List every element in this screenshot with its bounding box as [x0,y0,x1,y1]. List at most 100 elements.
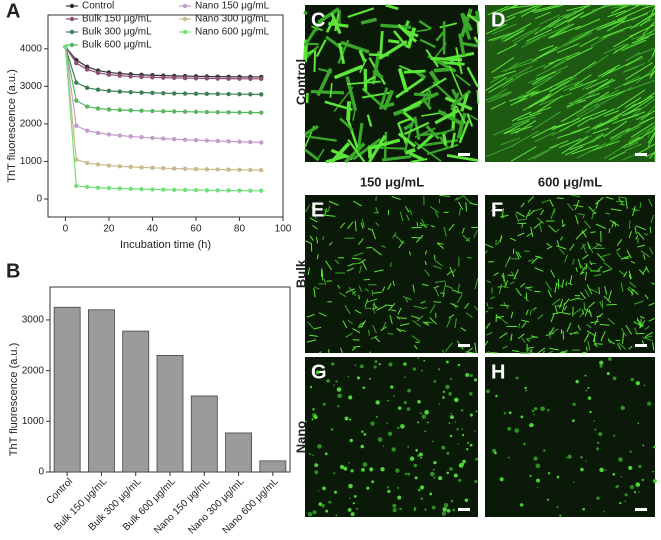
speck [652,470,654,473]
speck [417,357,420,360]
fibril [569,139,596,151]
bar [156,355,184,473]
fibril [616,251,622,259]
fibril [348,286,357,297]
fibril [637,231,645,240]
speck [336,387,342,392]
point [259,76,264,82]
fibril [413,141,442,163]
fibril [625,116,654,133]
fibril [636,317,641,325]
fibril [491,57,515,74]
speck [566,456,568,459]
fibril [511,130,540,147]
fibril [444,285,454,289]
y-tick-label: 0 [36,194,42,205]
fibril [622,107,641,117]
image-label: F [491,199,503,221]
speck [438,476,443,481]
speck [596,441,600,445]
fibril [445,342,453,352]
fibril [533,149,551,160]
fibril [598,286,600,295]
fibril [369,351,372,354]
fibril [548,224,556,233]
fibril [596,253,606,262]
fibril [333,86,354,113]
fibril [603,120,628,138]
fibril [392,280,395,286]
point [106,163,112,168]
fibril [551,25,581,38]
micrograph [305,357,478,517]
fibril [554,228,560,233]
fibril [501,208,505,218]
fibril [510,125,533,135]
fibril [624,97,642,109]
speck [607,357,612,361]
fibril [575,18,601,31]
point [74,123,79,128]
y-tick-label: 4000 [20,43,43,54]
speck [556,475,560,479]
fibril [509,237,517,242]
fibril [534,207,543,212]
fibril [461,41,479,48]
fibril [613,43,629,54]
x-tick-label: 60 [190,224,202,235]
fibril [515,211,525,218]
fibril [587,340,591,351]
speck [424,410,429,415]
fibril [448,223,455,232]
fibril [587,54,609,70]
speck [443,503,449,508]
fibril [317,7,340,24]
legend-label: Bulk 150 μg/mL [82,14,152,25]
speck [519,503,524,507]
fibril [526,232,533,237]
fibril [352,108,357,121]
point [204,76,210,81]
fibril [469,202,479,206]
fibril [616,248,621,252]
speck [612,472,616,476]
point [193,76,199,81]
fibril [633,47,656,57]
fibril [419,224,429,227]
speck [334,490,338,494]
bar [225,432,253,473]
speck [370,421,375,426]
fibril [346,101,352,121]
point [161,90,166,96]
fibril [610,208,622,212]
fibril [537,19,568,33]
speck [375,400,380,405]
speck [362,386,366,389]
fibril [540,209,545,216]
fibril [460,8,473,38]
fibril [510,311,514,319]
fibril [521,223,524,228]
fibril [327,205,331,212]
fibril [455,73,471,87]
fibril [450,302,459,308]
speck [580,467,584,472]
x-tick-label: 100 [275,224,292,235]
fibril [575,231,584,240]
point [215,138,220,144]
fibril [569,105,601,123]
fibril [337,42,346,64]
fibril [584,271,588,281]
fibril [358,285,363,292]
fibril [601,16,628,29]
fibril [608,227,611,234]
fibril [363,75,376,84]
speck [406,407,411,411]
speck [337,393,342,399]
speck [596,496,600,500]
fibril [392,232,397,239]
fibril [639,318,642,329]
point [248,110,253,115]
point [215,188,220,193]
speck [403,362,407,366]
